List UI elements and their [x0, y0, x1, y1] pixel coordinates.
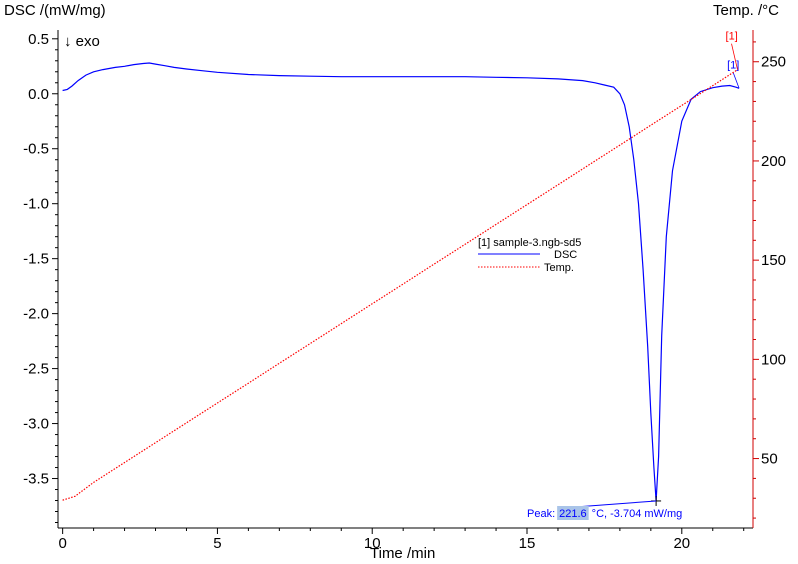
left-tick-label: -1.5 [23, 251, 49, 268]
legend-label-dsc: DSC [554, 249, 577, 261]
series-temp-line [62, 69, 738, 501]
peak-annotation: Peak: 221.6 °C, -3.704 mW/mg [527, 495, 683, 520]
legend-title: [1] sample-3.ngb-sd5 [478, 237, 581, 249]
x-axis-ticks: 0 5 10 15 20 [58, 528, 745, 552]
exo-indicator: ↓ exo [64, 33, 100, 50]
left-axis-title: DSC /(mW/mg) [4, 2, 106, 19]
x-tick-label: 20 [673, 535, 690, 552]
left-tick-label: -2.5 [23, 361, 49, 378]
x-tick-label: 15 [519, 535, 536, 552]
x-tick-label: 5 [213, 535, 221, 552]
peak-label-suffix: °C, -3.704 mW/mg [592, 508, 683, 520]
series-layer: [1] [1] [62, 31, 740, 502]
series-dsc-line [62, 62, 740, 502]
left-tick-label: 0.5 [28, 31, 49, 48]
right-tick-label: 200 [761, 153, 786, 170]
x-tick-label: 10 [364, 535, 381, 552]
left-tick-label: -1.0 [23, 196, 49, 213]
series-temp-marker: [1] [726, 31, 738, 43]
legend-label-temp: Temp. [544, 262, 574, 274]
x-tick-label: 0 [58, 535, 66, 552]
left-tick-label: -3.5 [23, 471, 49, 488]
right-axis-ticks: 250 200 150 100 50 [753, 41, 786, 519]
right-tick-label: 50 [761, 451, 778, 468]
peak-label-prefix: Peak: [527, 508, 555, 520]
right-tick-label: 100 [761, 351, 786, 368]
right-axis-title: Temp. /°C [713, 2, 780, 19]
right-tick-label: 150 [761, 252, 786, 269]
left-axis-ticks: 0.5 0.0 -0.5 -1.0 -1.5 -2.0 -2.5 -3.0 -3.5 [23, 31, 58, 524]
peak-value-highlight [557, 506, 589, 520]
left-tick-label: -2.0 [23, 306, 49, 323]
series-dsc-marker: [1] [727, 59, 739, 71]
series-dsc-marker-leader [732, 72, 740, 89]
legend: [1] sample-3.ngb-sd5 DSC Temp. [478, 237, 581, 274]
left-tick-label: 0.0 [28, 86, 49, 103]
x-axis-title: Time /min [370, 545, 436, 562]
right-tick-label: 250 [761, 54, 786, 71]
peak-label-value: 221.6 [559, 508, 587, 520]
left-tick-label: -0.5 [23, 141, 49, 158]
left-tick-label: -3.0 [23, 416, 49, 433]
series-temp-marker-leader [731, 43, 738, 70]
